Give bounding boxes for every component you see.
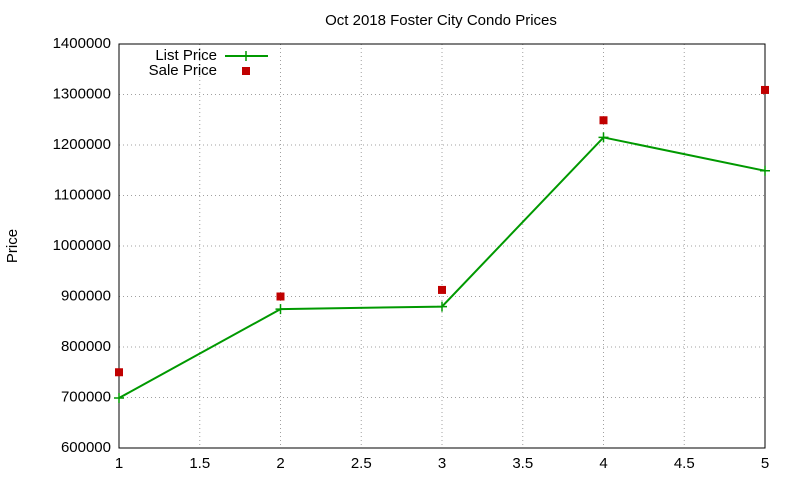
x-tick-label: 2.5 bbox=[351, 455, 372, 472]
y-tick-label: 800000 bbox=[61, 338, 111, 355]
point-marker bbox=[276, 292, 285, 301]
x-tick-label: 4.5 bbox=[674, 455, 695, 472]
y-tick-label: 900000 bbox=[61, 287, 111, 304]
y-tick-label: 1100000 bbox=[54, 186, 111, 203]
y-tick-label: 1000000 bbox=[53, 237, 111, 254]
legend-label: Sale Price bbox=[149, 62, 217, 79]
y-tick-label: 1300000 bbox=[53, 85, 111, 102]
legend-swatch bbox=[242, 67, 250, 75]
point-marker bbox=[599, 116, 608, 125]
point-marker bbox=[275, 304, 286, 315]
y-tick-label: 600000 bbox=[61, 439, 111, 456]
point-marker bbox=[437, 301, 447, 312]
x-tick-label: 1.5 bbox=[189, 455, 210, 472]
y-tick-label: 1200000 bbox=[53, 136, 111, 153]
x-tick-label: 3.5 bbox=[512, 455, 533, 472]
x-tick-label: 4 bbox=[599, 455, 607, 472]
x-tick-label: 1 bbox=[115, 455, 123, 472]
point-marker bbox=[438, 285, 446, 294]
legend-swatch bbox=[241, 51, 251, 61]
point-marker bbox=[760, 165, 770, 176]
x-tick-label: 2 bbox=[276, 455, 284, 472]
x-tick-label: 3 bbox=[438, 455, 446, 472]
y-tick-label: 1400000 bbox=[53, 35, 111, 52]
point-marker bbox=[114, 393, 124, 404]
y-axis-label: Price bbox=[4, 229, 21, 263]
point-marker bbox=[115, 368, 123, 377]
plot-border bbox=[118, 43, 766, 449]
chart-title: Oct 2018 Foster City Condo Prices bbox=[325, 12, 557, 29]
legend-label: List Price bbox=[155, 47, 217, 64]
point-marker bbox=[598, 132, 609, 143]
point-marker bbox=[761, 85, 769, 94]
y-tick-label: 700000 bbox=[61, 388, 111, 405]
x-tick-label: 5 bbox=[761, 455, 769, 472]
